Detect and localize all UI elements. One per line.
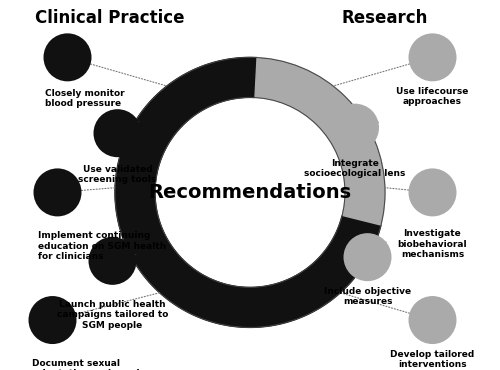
- Ellipse shape: [44, 33, 92, 81]
- Ellipse shape: [34, 168, 82, 216]
- Ellipse shape: [408, 33, 457, 81]
- Text: Closely monitor
blood pressure: Closely monitor blood pressure: [45, 89, 124, 108]
- Text: Use validated
screening tools: Use validated screening tools: [78, 165, 156, 184]
- Ellipse shape: [408, 296, 457, 344]
- Ellipse shape: [94, 109, 142, 157]
- Polygon shape: [255, 58, 385, 225]
- Polygon shape: [115, 57, 381, 327]
- Ellipse shape: [88, 237, 136, 285]
- Ellipse shape: [28, 296, 76, 344]
- Ellipse shape: [344, 233, 392, 281]
- Ellipse shape: [408, 168, 457, 216]
- Text: Investigate
biobehavioral
mechanisms: Investigate biobehavioral mechanisms: [398, 229, 468, 259]
- Text: Document sexual
orientation and gender
identity in health records: Document sexual orientation and gender i…: [32, 359, 162, 370]
- Text: Use lifecourse
approaches: Use lifecourse approaches: [396, 87, 468, 106]
- Text: Develop tailored
interventions: Develop tailored interventions: [390, 350, 474, 369]
- Text: Implement continuing
education on SGM health
for clinicians: Implement continuing education on SGM he…: [38, 231, 166, 261]
- Ellipse shape: [331, 104, 379, 152]
- Text: Recommendations: Recommendations: [148, 183, 352, 202]
- Text: Integrate
socioecological lens: Integrate socioecological lens: [304, 159, 406, 178]
- Text: Clinical Practice: Clinical Practice: [35, 9, 185, 27]
- Text: Include objective
measures: Include objective measures: [324, 287, 411, 306]
- Text: Launch public health
campaigns tailored to
SGM people: Launch public health campaigns tailored …: [57, 300, 168, 330]
- Text: Research: Research: [342, 9, 428, 27]
